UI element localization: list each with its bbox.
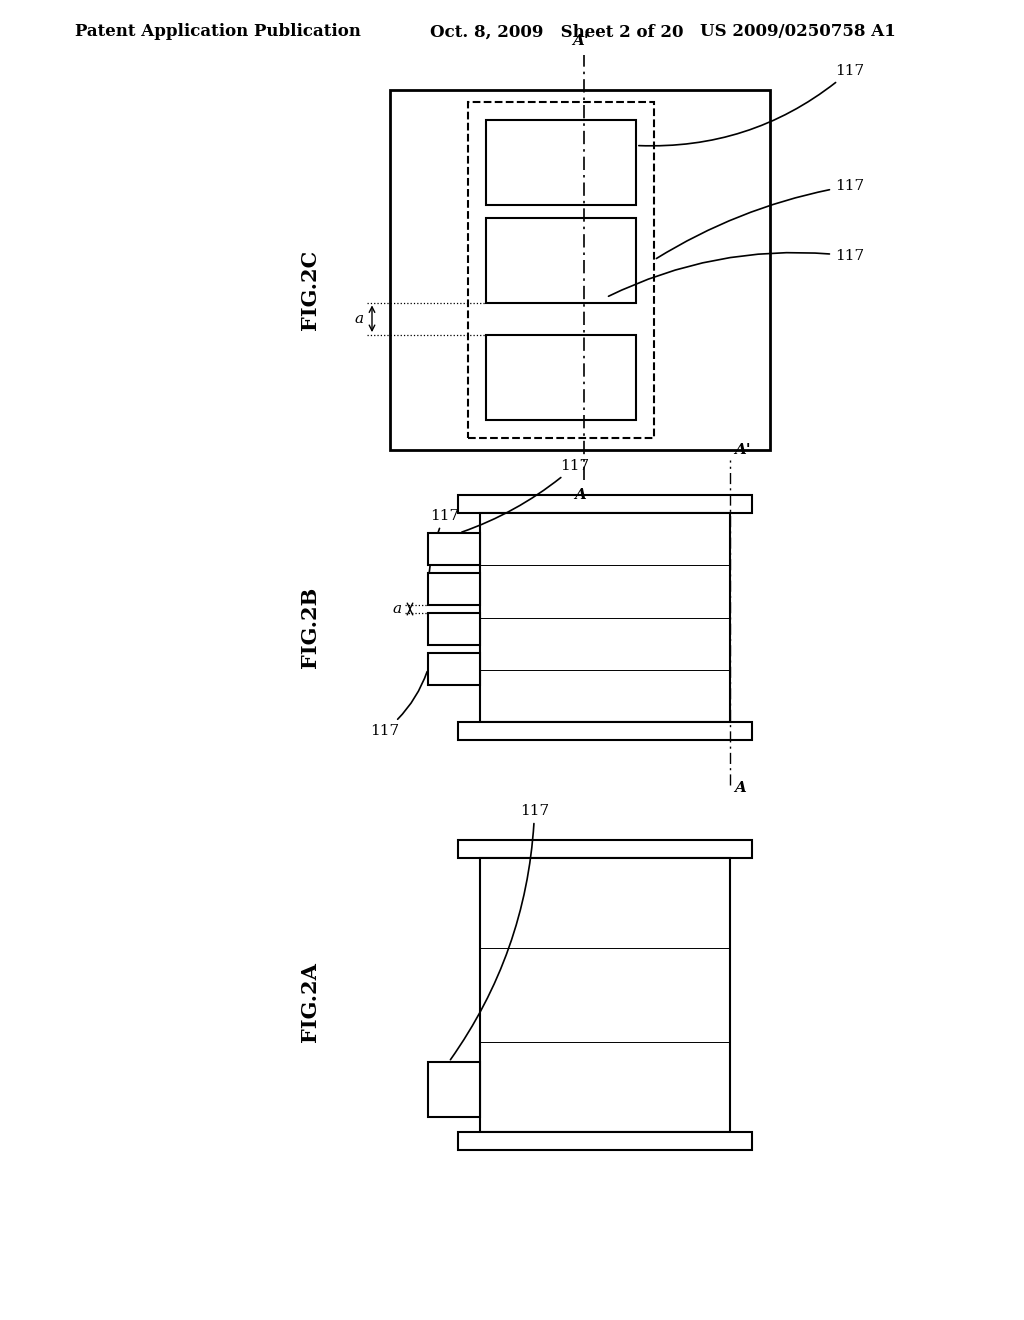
Text: 117: 117 — [656, 180, 864, 259]
Bar — [458, 722, 752, 741]
Bar — [480, 858, 730, 1133]
Text: 117: 117 — [462, 459, 589, 532]
Bar — [428, 653, 480, 685]
Text: 117: 117 — [428, 510, 459, 586]
Bar — [486, 218, 636, 302]
Text: a: a — [393, 602, 402, 616]
Text: FIG.2C: FIG.2C — [300, 249, 319, 330]
Text: 117: 117 — [608, 249, 864, 296]
Text: A: A — [734, 781, 745, 795]
Text: FIG.2B: FIG.2B — [300, 587, 319, 668]
Bar — [390, 90, 770, 450]
Text: 117: 117 — [370, 672, 427, 738]
Text: 117: 117 — [451, 804, 549, 1060]
Text: Patent Application Publication: Patent Application Publication — [75, 24, 360, 41]
Bar — [468, 102, 654, 438]
Bar — [428, 612, 480, 645]
Bar — [428, 1063, 480, 1117]
Bar — [458, 495, 752, 513]
Bar — [428, 573, 480, 605]
Text: a: a — [355, 312, 364, 326]
Text: A: A — [574, 488, 587, 502]
Text: Oct. 8, 2009   Sheet 2 of 20: Oct. 8, 2009 Sheet 2 of 20 — [430, 24, 683, 41]
Text: US 2009/0250758 A1: US 2009/0250758 A1 — [700, 24, 896, 41]
Text: A': A' — [734, 444, 751, 457]
Text: FIG.2A: FIG.2A — [300, 962, 319, 1043]
Text: A': A' — [572, 34, 589, 48]
Bar — [480, 513, 730, 722]
Bar — [458, 840, 752, 858]
Bar — [458, 1133, 752, 1150]
Bar — [486, 120, 636, 205]
Bar — [486, 335, 636, 420]
Text: 117: 117 — [639, 63, 864, 145]
Bar — [428, 533, 480, 565]
